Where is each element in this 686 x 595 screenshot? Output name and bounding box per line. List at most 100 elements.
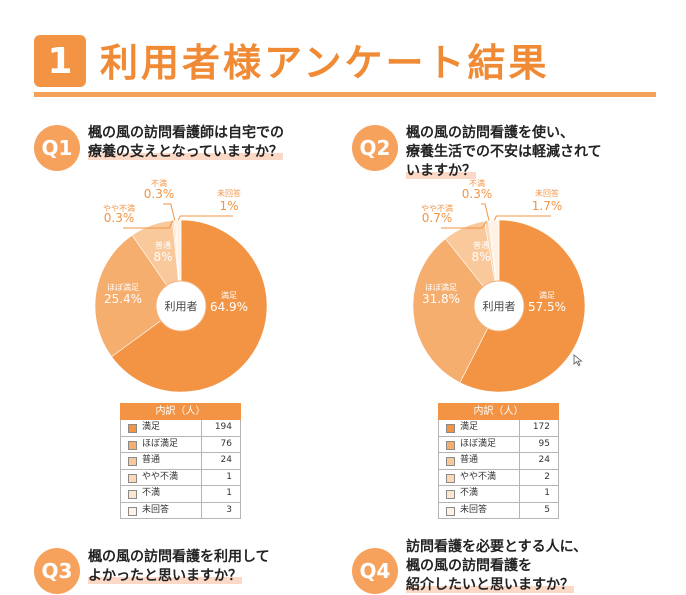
breakdown-label: 不満 bbox=[142, 486, 202, 502]
breakdown-count: 1 bbox=[226, 488, 232, 498]
pie2-label-neutral: 普通 bbox=[473, 240, 489, 250]
pie1-label-somewhat-dissatisfied: やや不満 bbox=[103, 204, 135, 213]
breakdown-row-dissatisfied: 不満 1 bbox=[438, 486, 559, 503]
pie2-leader-dissatisfied bbox=[481, 203, 490, 221]
breakdown-count: 5 bbox=[544, 504, 550, 515]
section-header: 1 利用者様アンケート結果 bbox=[34, 30, 656, 100]
legend-swatch bbox=[446, 440, 455, 450]
breakdown-row-no-answer: 未回答 5 bbox=[438, 502, 559, 519]
pie2-label-somewhat-dissatisfied: やや不満 bbox=[421, 204, 453, 213]
breakdown-label: やや不満 bbox=[460, 469, 520, 485]
pie1-label-dissatisfied: 不満 bbox=[151, 179, 167, 188]
pie1-label-satisfied: 満足 bbox=[221, 291, 237, 300]
pie2-leader-somewhat-dissatisfied bbox=[441, 220, 487, 229]
pie1-value-mostly-satisfied: 25.4% bbox=[104, 292, 142, 306]
q3-badge: Q3 bbox=[34, 548, 80, 594]
pie2-leader-no-answer bbox=[493, 215, 551, 221]
legend-swatch bbox=[446, 506, 455, 516]
q2-question: 楓の風の訪問看護を使い、 療養生活での不安は軽減されて いますか？ bbox=[406, 124, 602, 181]
breakdown-count: 1 bbox=[544, 488, 550, 498]
breakdown-count: 95 bbox=[538, 438, 550, 449]
breakdown-row-somewhat-dissatisfied: やや不満 1 bbox=[120, 469, 241, 486]
mouse-cursor-icon bbox=[573, 354, 583, 366]
breakdown-count: 1 bbox=[226, 471, 232, 482]
legend-swatch bbox=[446, 490, 455, 499]
pie1-center bbox=[155, 280, 207, 332]
legend-swatch bbox=[446, 473, 455, 483]
breakdown-label: 満足 bbox=[142, 420, 202, 436]
pie2-label-no-answer: 未回答 bbox=[535, 188, 559, 198]
page-title: 利用者様アンケート結果 bbox=[100, 41, 550, 85]
legend-swatch bbox=[446, 424, 455, 433]
pie2-center-label: 利用者 bbox=[483, 300, 516, 313]
pie2-value-somewhat-dissatisfied: 0.7% bbox=[422, 211, 453, 225]
breakdown-label: やや不満 bbox=[142, 469, 202, 485]
breakdown-row-satisfied: 満足 194 bbox=[120, 420, 241, 437]
breakdown-row-somewhat-dissatisfied: やや不満 2 bbox=[438, 469, 559, 486]
pie1-label-mostly-satisfied: ほぼ満足 bbox=[107, 283, 139, 292]
breakdown-row-mostly-satisfied: ほぼ満足 95 bbox=[438, 436, 559, 453]
breakdown-count: 24 bbox=[538, 455, 550, 465]
legend-swatch bbox=[128, 440, 137, 450]
breakdown-row-mostly-satisfied: ほぼ満足 76 bbox=[120, 436, 241, 453]
q2-pie-chart: 利用者 満足 57.5% ほぼ満足 31.8% 普通 8% やや不満 0.7% 不満 0.3% 未回答… bbox=[399, 179, 619, 400]
breakdown-count: 24 bbox=[220, 455, 232, 465]
title-underline bbox=[34, 92, 656, 97]
legend-swatch bbox=[128, 457, 137, 466]
pie1-center-label: 利用者 bbox=[165, 300, 198, 313]
pie2-value-mostly-satisfied: 31.8% bbox=[422, 292, 460, 306]
pie1-label-no-answer: 未回答 bbox=[217, 188, 241, 198]
breakdown-count: 3 bbox=[226, 504, 232, 515]
pie2-slice-mostly-satisfied bbox=[412, 238, 500, 384]
q2-breakdown-table: 内訳（人） 満足 172 ほぼ満足 95 普通 24 やや不満 2 不満 1 未回答 5 bbox=[438, 403, 559, 519]
q3-line-2: よかったと思いますか？ bbox=[88, 568, 242, 584]
legend-swatch bbox=[128, 424, 137, 433]
pie1-value-neutral: 8% bbox=[153, 250, 172, 264]
pie2-value-satisfied: 57.5% bbox=[528, 300, 566, 314]
breakdown-label: 普通 bbox=[142, 453, 202, 469]
breakdown-label: 未回答 bbox=[460, 502, 520, 518]
legend-swatch bbox=[128, 473, 137, 483]
q4-line-2: 楓の風の訪問看護を bbox=[406, 558, 532, 574]
q3-line-1: 楓の風の訪問看護を利用して bbox=[88, 549, 270, 565]
q4-line-3: 紹介したいと思いますか？ bbox=[406, 577, 574, 593]
q1-question: 楓の風の訪問看護師は自宅での 療養の支えとなっていますか？ bbox=[88, 124, 284, 162]
breakdown-label: 未回答 bbox=[142, 502, 202, 518]
breakdown-header: 内訳（人） bbox=[438, 403, 559, 420]
q2-line-1: 楓の風の訪問看護を使い、 bbox=[406, 125, 574, 141]
pie2-value-dissatisfied: 0.3% bbox=[462, 187, 493, 201]
breakdown-row-neutral: 普通 24 bbox=[120, 453, 241, 470]
q3-question: 楓の風の訪問看護を利用して よかったと思いますか？ bbox=[88, 548, 270, 586]
breakdown-label: ほぼ満足 bbox=[142, 436, 202, 452]
pie2-label-dissatisfied: 不満 bbox=[469, 179, 485, 188]
pie1-value-somewhat-dissatisfied: 0.3% bbox=[104, 211, 135, 225]
q1-breakdown-table: 内訳（人） 満足 194 ほぼ満足 76 普通 24 やや不満 1 不満 1 未回答 3 bbox=[120, 403, 241, 519]
pie2-center bbox=[473, 280, 525, 332]
pie1-slice-mostly-satisfied bbox=[94, 234, 182, 358]
q2-line-2: 療養生活での不安は軽減されて bbox=[406, 144, 602, 160]
q1-pie-chart: 利用者 満足 64.9% ほぼ満足 25.4% 普通 8% やや不満 0.3% 不満 0.3% 未回答… bbox=[81, 179, 301, 400]
pie2-label-mostly-satisfied: ほぼ満足 bbox=[425, 283, 457, 292]
pie1-value-no-answer: 1% bbox=[219, 199, 238, 213]
pie1-leader-somewhat-dissatisfied bbox=[123, 220, 174, 229]
pie1-leader-no-answer bbox=[177, 215, 233, 221]
legend-swatch bbox=[128, 490, 137, 499]
pie1-value-satisfied: 64.9% bbox=[210, 300, 248, 314]
breakdown-row-satisfied: 満足 172 bbox=[438, 420, 559, 437]
q1-line-1: 楓の風の訪問看護師は自宅での bbox=[88, 125, 284, 141]
breakdown-count: 172 bbox=[532, 422, 550, 432]
pie2-label-satisfied: 満足 bbox=[539, 291, 555, 300]
legend-swatch bbox=[446, 457, 455, 466]
legend-swatch bbox=[128, 506, 137, 516]
breakdown-label: 不満 bbox=[460, 486, 520, 502]
breakdown-label: 普通 bbox=[460, 453, 520, 469]
pie2-value-no-answer: 1.7% bbox=[532, 199, 563, 213]
breakdown-label: 満足 bbox=[460, 420, 520, 436]
pie1-label-neutral: 普通 bbox=[155, 240, 171, 250]
q4-question: 訪問看護を必要とする人に、 楓の風の訪問看護を 紹介したいと思いますか？ bbox=[406, 538, 587, 595]
q2-badge: Q2 bbox=[352, 125, 398, 171]
q1-line-2: 療養の支えとなっていますか？ bbox=[88, 144, 283, 160]
section-number: 1 bbox=[34, 35, 86, 87]
breakdown-count: 76 bbox=[220, 438, 232, 449]
